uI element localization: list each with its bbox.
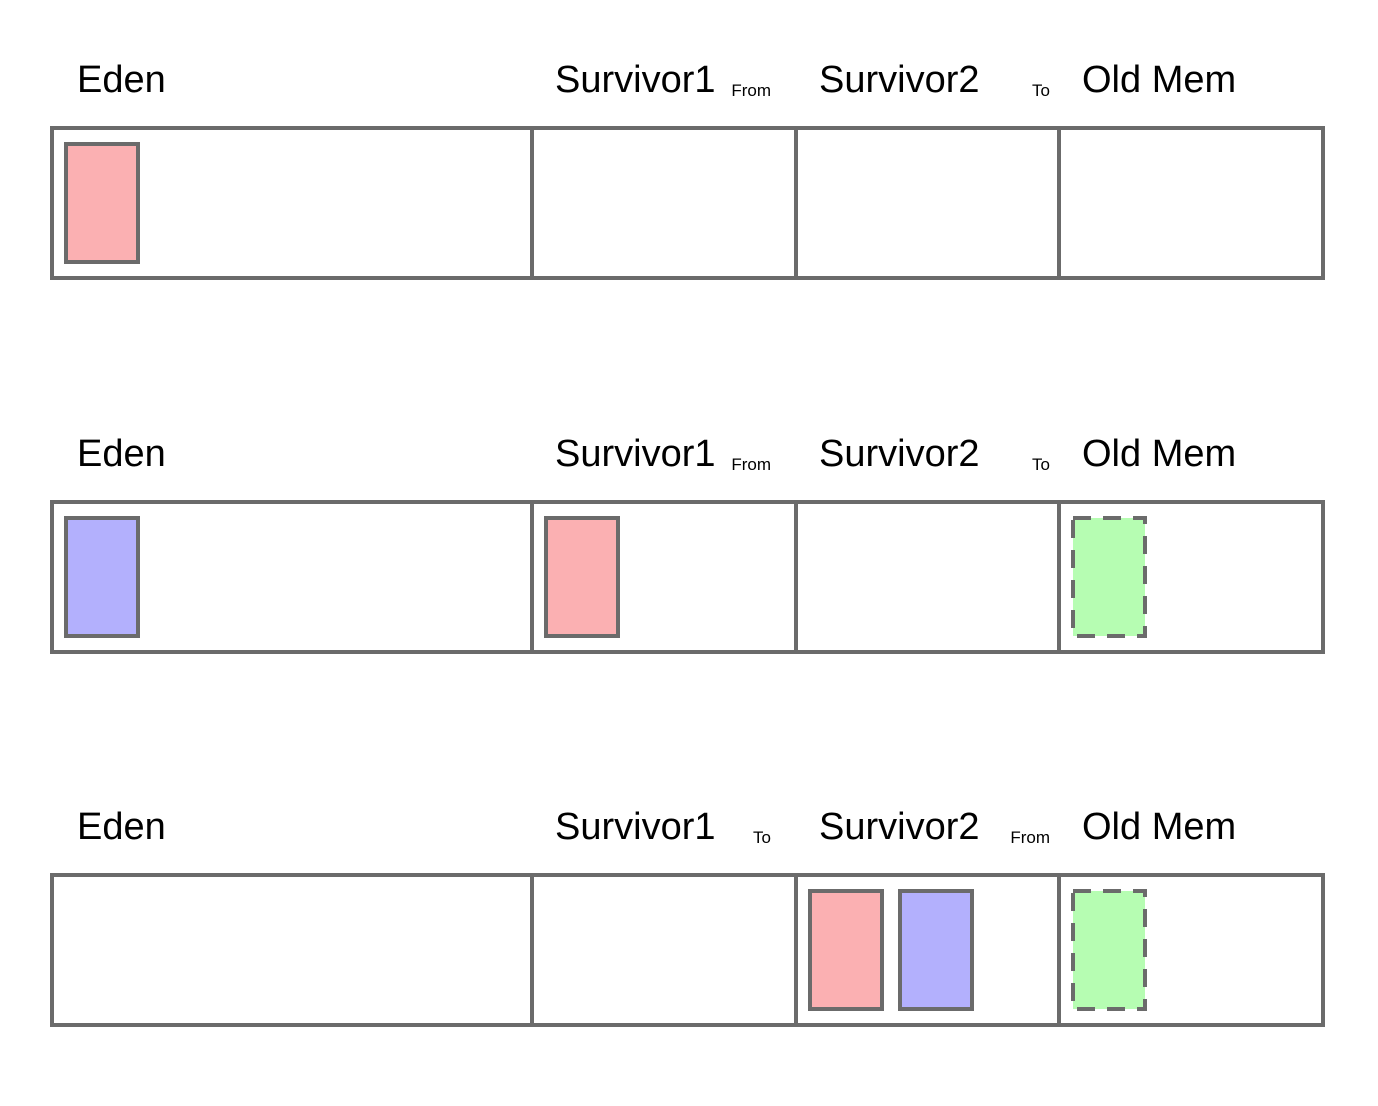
region-label: Survivor1	[555, 59, 716, 101]
region-label: Eden	[77, 433, 166, 475]
region-label: Survivor2	[819, 433, 980, 475]
young-object-block	[808, 889, 884, 1011]
region-role-tag: To	[1032, 455, 1050, 474]
tenured-object-block	[1071, 516, 1147, 638]
region-label: Survivor1	[555, 433, 716, 475]
region-label: Old Mem	[1082, 59, 1236, 101]
region-role-tag: From	[731, 455, 771, 474]
memory-row-2: Eden Survivor1 From Survivor2 To Old Mem	[50, 433, 1325, 654]
new-object-block	[898, 889, 974, 1011]
region-label: Survivor2	[819, 59, 980, 101]
region-role-tag: From	[731, 81, 771, 100]
young-object-block	[544, 516, 620, 638]
region-role-tag: To	[753, 828, 771, 847]
region-label: Survivor1	[555, 806, 716, 848]
new-object-block	[64, 516, 140, 638]
tenured-object-fill	[1073, 891, 1145, 1009]
tenured-object-fill	[1073, 518, 1145, 636]
tenured-object-outline	[1071, 516, 1147, 638]
tenured-object-block	[1071, 889, 1147, 1011]
region-label: Eden	[77, 806, 166, 848]
memory-row-1: Eden Survivor1 From Survivor2 To Old Mem	[50, 59, 1325, 280]
region-role-tag: From	[1010, 828, 1050, 847]
region-label: Old Mem	[1082, 806, 1236, 848]
region-role-tag: To	[1032, 81, 1050, 100]
young-object-block	[64, 142, 140, 264]
region-label: Survivor2	[819, 806, 980, 848]
memory-row-3: Eden Survivor1 To Survivor2 From Old Mem	[50, 806, 1325, 1027]
region-label: Old Mem	[1082, 433, 1236, 475]
region-label: Eden	[77, 59, 166, 101]
tenured-object-outline	[1071, 889, 1147, 1011]
memory-bar	[50, 126, 1325, 280]
